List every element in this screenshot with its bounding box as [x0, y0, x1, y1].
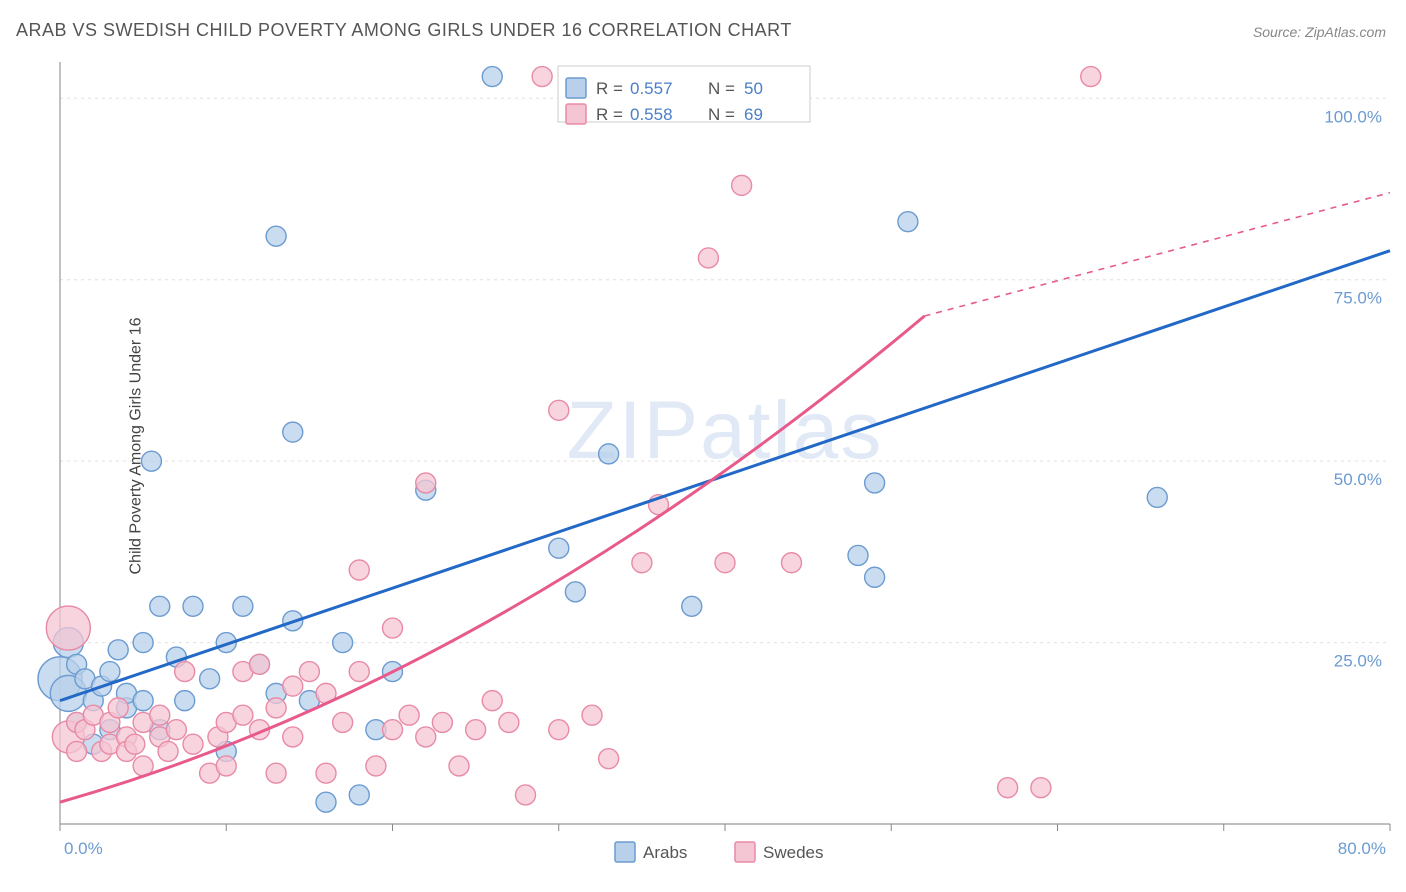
scatter-point	[108, 698, 128, 718]
scatter-point	[283, 422, 303, 442]
scatter-point	[333, 633, 353, 653]
scatter-point	[46, 606, 90, 650]
scatter-chart: ZIPatlas0.0%80.0%25.0%50.0%75.0%100.0%R …	[0, 0, 1406, 892]
chart-title: ARAB VS SWEDISH CHILD POVERTY AMONG GIRL…	[16, 20, 792, 41]
scatter-point	[349, 560, 369, 580]
scatter-point	[166, 720, 186, 740]
scatter-point	[175, 691, 195, 711]
scatter-point	[108, 640, 128, 660]
trend-line	[60, 251, 1390, 701]
scatter-point	[133, 691, 153, 711]
scatter-point	[299, 662, 319, 682]
scatter-point	[549, 720, 569, 740]
scatter-point	[366, 756, 386, 776]
legend-n-label: N =	[708, 79, 735, 98]
y-tick-label: 25.0%	[1334, 652, 1382, 671]
scatter-point	[283, 676, 303, 696]
trend-line-extrapolated	[925, 193, 1391, 316]
scatter-point	[565, 582, 585, 602]
scatter-point	[216, 756, 236, 776]
scatter-point	[599, 444, 619, 464]
series-legend-swatch	[615, 842, 635, 862]
scatter-point	[1081, 67, 1101, 87]
legend-r-value: 0.558	[630, 105, 673, 124]
scatter-point	[416, 473, 436, 493]
scatter-point	[233, 596, 253, 616]
scatter-point	[125, 734, 145, 754]
series-legend-label: Arabs	[643, 843, 687, 862]
scatter-point	[283, 727, 303, 747]
scatter-point	[333, 712, 353, 732]
scatter-point	[133, 633, 153, 653]
scatter-point	[383, 720, 403, 740]
y-tick-label: 75.0%	[1334, 289, 1382, 308]
scatter-point	[516, 785, 536, 805]
scatter-point	[499, 712, 519, 732]
scatter-point	[183, 734, 203, 754]
legend-r-value: 0.557	[630, 79, 673, 98]
scatter-point	[349, 662, 369, 682]
scatter-point	[682, 596, 702, 616]
y-tick-label: 50.0%	[1334, 470, 1382, 489]
scatter-point	[432, 712, 452, 732]
scatter-point	[67, 741, 87, 761]
chart-container: ARAB VS SWEDISH CHILD POVERTY AMONG GIRL…	[0, 0, 1406, 892]
y-axis-label: Child Poverty Among Girls Under 16	[128, 318, 146, 575]
scatter-point	[865, 567, 885, 587]
scatter-point	[998, 778, 1018, 798]
scatter-point	[549, 538, 569, 558]
legend-r-label: R =	[596, 79, 623, 98]
scatter-point	[399, 705, 419, 725]
scatter-point	[266, 763, 286, 783]
scatter-point	[100, 662, 120, 682]
scatter-point	[316, 763, 336, 783]
legend-n-label: N =	[708, 105, 735, 124]
scatter-point	[599, 749, 619, 769]
scatter-point	[532, 67, 552, 87]
scatter-point	[632, 553, 652, 573]
scatter-point	[482, 691, 502, 711]
legend-swatch	[566, 78, 586, 98]
scatter-point	[383, 618, 403, 638]
legend-n-value: 69	[744, 105, 763, 124]
series-legend-swatch	[735, 842, 755, 862]
scatter-point	[233, 705, 253, 725]
scatter-point	[732, 175, 752, 195]
scatter-point	[175, 662, 195, 682]
scatter-point	[416, 727, 436, 747]
scatter-point	[549, 400, 569, 420]
legend-swatch	[566, 104, 586, 124]
scatter-point	[1031, 778, 1051, 798]
scatter-point	[316, 792, 336, 812]
scatter-point	[482, 67, 502, 87]
scatter-point	[250, 654, 270, 674]
scatter-point	[150, 705, 170, 725]
scatter-point	[200, 669, 220, 689]
scatter-point	[150, 596, 170, 616]
legend-n-value: 50	[744, 79, 763, 98]
scatter-point	[1147, 487, 1167, 507]
scatter-point	[349, 785, 369, 805]
scatter-point	[698, 248, 718, 268]
source-attribution: Source: ZipAtlas.com	[1253, 24, 1386, 40]
scatter-point	[266, 698, 286, 718]
scatter-point	[466, 720, 486, 740]
x-tick-label: 0.0%	[64, 839, 103, 858]
scatter-point	[158, 741, 178, 761]
scatter-point	[449, 756, 469, 776]
scatter-point	[266, 226, 286, 246]
scatter-point	[865, 473, 885, 493]
series-legend-label: Swedes	[763, 843, 823, 862]
x-tick-label: 80.0%	[1338, 839, 1386, 858]
y-tick-label: 100.0%	[1324, 107, 1382, 126]
scatter-point	[898, 212, 918, 232]
scatter-point	[782, 553, 802, 573]
scatter-point	[715, 553, 735, 573]
legend-r-label: R =	[596, 105, 623, 124]
scatter-point	[848, 545, 868, 565]
scatter-point	[582, 705, 602, 725]
scatter-point	[183, 596, 203, 616]
